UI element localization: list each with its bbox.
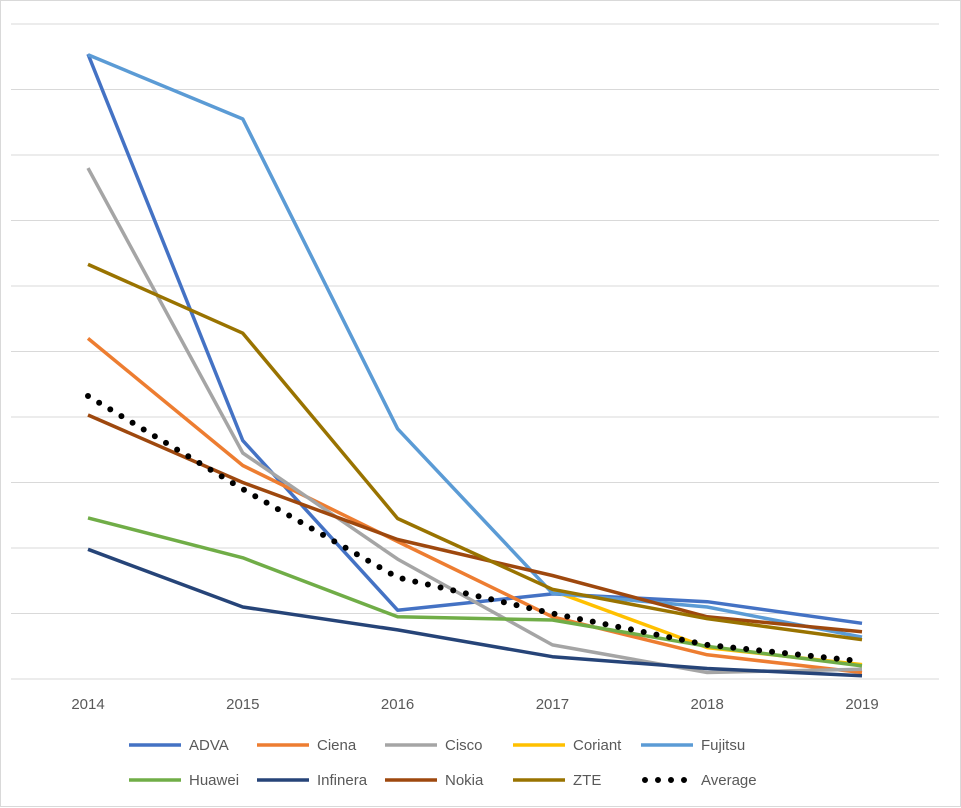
legend-label: Average xyxy=(701,772,757,789)
legend-label: Nokia xyxy=(445,772,484,789)
legend-item-coriant: Coriant xyxy=(513,737,622,754)
series-line-zte xyxy=(87,262,863,642)
legend-item-fujitsu: Fujitsu xyxy=(641,737,745,754)
series-line-infinera xyxy=(87,547,863,678)
series-line-adva xyxy=(86,53,863,626)
legend-label: ADVA xyxy=(189,737,229,754)
x-tick-label: 2015 xyxy=(226,696,259,713)
legend-item-huawei: Huawei xyxy=(129,772,239,789)
series-line-fujitsu xyxy=(87,53,863,639)
series-lines xyxy=(85,53,865,678)
legend: ADVA Ciena Cisco Coriant Fujitsu Huawei Infine… xyxy=(129,737,757,789)
series-line-cisco xyxy=(86,167,863,675)
legend-item-zte: ZTE xyxy=(513,772,601,789)
x-tick-label: 2016 xyxy=(381,696,414,713)
series-line-ciena xyxy=(86,337,863,675)
legend-item-adva: ADVA xyxy=(129,737,229,754)
legend-label: Huawei xyxy=(189,772,239,789)
x-tick-label: 2014 xyxy=(71,696,104,713)
x-axis-tick-labels: 2014 2015 2016 2017 2018 2019 xyxy=(71,696,878,713)
legend-item-average: Average xyxy=(642,772,757,789)
legend-item-infinera: Infinera xyxy=(257,772,368,789)
series-line-nokia xyxy=(87,413,863,634)
legend-item-cisco: Cisco xyxy=(385,737,483,754)
legend-label: Fujitsu xyxy=(701,737,745,754)
legend-label: Coriant xyxy=(573,737,622,754)
x-tick-label: 2017 xyxy=(536,696,569,713)
legend-label: Infinera xyxy=(317,772,368,789)
legend-item-nokia: Nokia xyxy=(385,772,484,789)
x-tick-label: 2018 xyxy=(691,696,724,713)
legend-label: Ciena xyxy=(317,737,357,754)
legend-label: ZTE xyxy=(573,772,601,789)
legend-item-ciena: Ciena xyxy=(257,737,357,754)
series-line-average xyxy=(85,393,865,665)
legend-label: Cisco xyxy=(445,737,483,754)
gridlines xyxy=(11,23,939,680)
x-tick-label: 2019 xyxy=(845,696,878,713)
